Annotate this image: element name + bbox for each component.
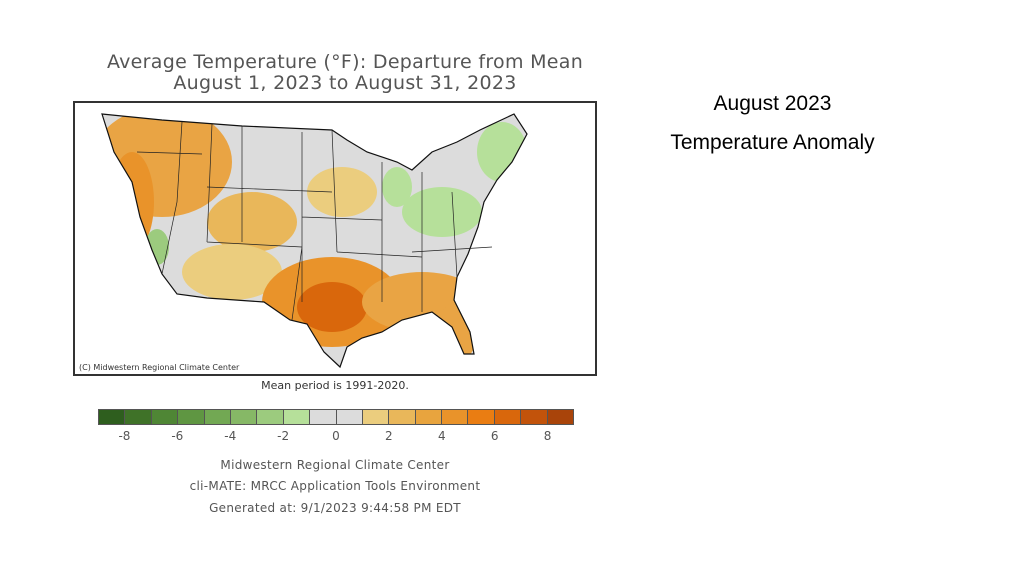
legend-tick-label: -8 [118,429,131,443]
legend-swatch [336,410,363,424]
legend-tick-label: -2 [277,429,290,443]
map-credit: (C) Midwestern Regional Climate Center [79,363,240,372]
us-anomaly-map [101,113,528,369]
legend-tick-label: 8 [543,429,552,443]
map-frame: (C) Midwestern Regional Climate Center [73,101,597,376]
legend-swatch [151,410,179,424]
legend-tick-label: -4 [224,429,237,443]
legend-swatch [310,410,337,424]
footer-org: Midwestern Regional Climate Center [220,458,450,472]
legend-tick-label: 2 [385,429,393,443]
color-legend [98,409,574,425]
map-date-range: August 1, 2023 to August 31, 2023 [173,72,517,94]
legend-swatch [99,410,126,424]
slide-heading-month: August 2023 [713,92,832,115]
legend-swatch [283,410,311,424]
legend-swatch [521,410,548,424]
legend-swatch [389,410,416,424]
legend-tick-label: 0 [332,429,340,443]
legend-swatch [257,410,284,424]
legend-tick-label: -6 [171,429,184,443]
region-northeast-cool [402,187,482,237]
legend-swatch [468,410,495,424]
legend-swatch [494,410,522,424]
legend-swatch [547,410,574,424]
legend-swatch [204,410,231,424]
legend-tick-label: 6 [490,429,499,443]
legend-swatch [415,410,443,424]
footer-tool: cli-MATE: MRCC Application Tools Environ… [189,479,481,493]
legend-swatch [125,410,152,424]
legend-swatch [362,410,390,424]
footer-generated: Generated at: 9/1/2023 9:44:58 PM EDT [209,501,461,515]
state-borders [136,121,493,321]
legend-swatch [230,410,258,424]
legend-swatch [178,410,205,424]
map-title: Average Temperature (°F): Departure from… [106,51,584,73]
slide-heading-subject: Temperature Anomaly [670,131,875,154]
legend-swatch [442,410,469,424]
legend-tick-label: 4 [437,429,446,443]
mean-period-note: Mean period is 1991-2020. [261,379,409,392]
